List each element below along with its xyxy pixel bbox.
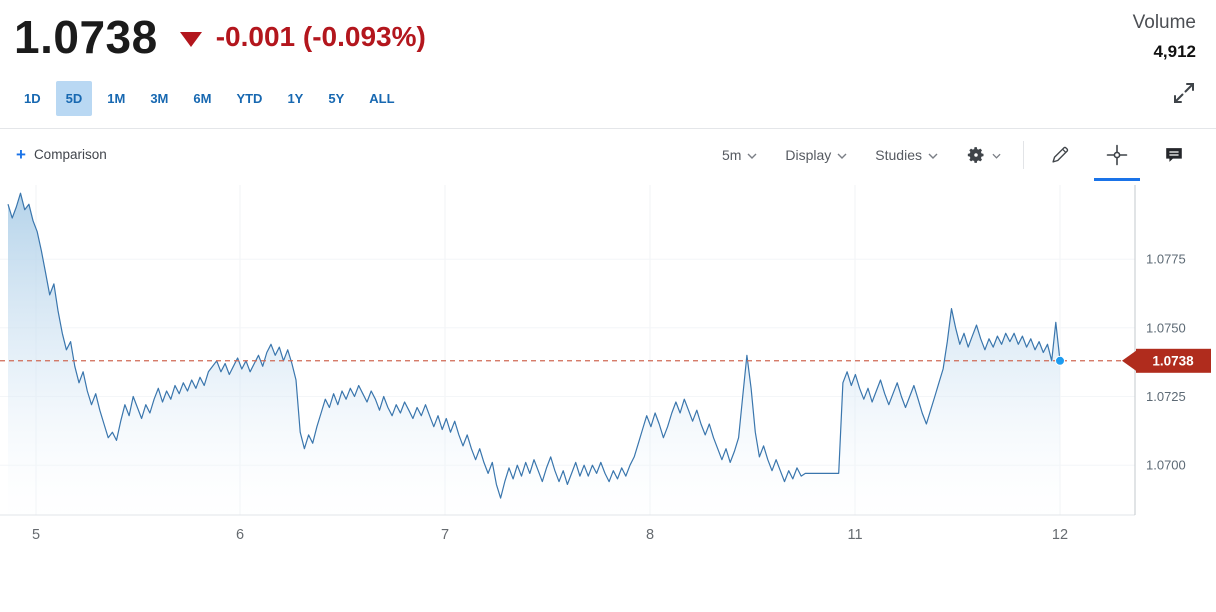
comment-icon — [1166, 147, 1182, 162]
x-axis-label: 6 — [236, 527, 244, 543]
chevron-down-icon — [837, 153, 847, 159]
y-axis-label: 1.0725 — [1146, 389, 1186, 404]
comparison-button[interactable]: + Comparison — [16, 129, 107, 181]
range-tab-6m[interactable]: 6M — [193, 90, 212, 106]
price-change: -0.001 (-0.093%) — [179, 21, 426, 53]
price-area-fill — [8, 192, 1060, 515]
chart-toolbar: + Comparison 5m Display Studies — [0, 127, 1216, 181]
price-line — [7, 192, 1061, 499]
range-tab-5d[interactable]: 5D — [55, 80, 93, 116]
current-price-badge-arrow — [1122, 350, 1136, 371]
volume-value: 4,912 — [1153, 42, 1196, 61]
range-tabs: 1D 5D 1M 3M 6M YTD 1Y 5Y ALL — [14, 80, 405, 116]
gear-icon — [967, 146, 984, 163]
x-axis-label: 12 — [1052, 527, 1068, 543]
chevron-down-icon — [992, 153, 1001, 159]
range-tab-1d[interactable]: 1D — [24, 90, 41, 106]
volume-block: Volume 4,912 — [1133, 12, 1200, 62]
expand-icon[interactable] — [1168, 77, 1200, 114]
display-label: Display — [785, 146, 832, 163]
range-tab-1y[interactable]: 1Y — [287, 90, 304, 106]
chevron-down-icon — [928, 153, 938, 159]
comment-tool-button[interactable] — [1146, 129, 1202, 181]
x-axis-label: 11 — [847, 527, 862, 543]
active-tool-indicator — [1094, 177, 1140, 181]
studies-label: Studies — [875, 146, 922, 163]
down-triangle-icon — [179, 31, 202, 47]
chevron-down-icon — [747, 153, 757, 159]
y-axis-label: 1.0700 — [1146, 457, 1186, 472]
x-axis-label: 5 — [32, 527, 40, 543]
last-price-dot — [1055, 355, 1065, 366]
volume-label: Volume — [1132, 12, 1196, 33]
chart-area: 1.0775 1.0750 1.0725 1.0700 5 6 7 8 11 12 1.0738 — [0, 184, 1216, 562]
plus-icon: + — [16, 144, 26, 164]
toolbar-divider — [1023, 140, 1024, 169]
interval-dropdown[interactable]: 5m — [708, 129, 771, 181]
interval-label: 5m — [721, 146, 742, 163]
y-axis-label: 1.0750 — [1146, 320, 1186, 335]
draw-tool-button[interactable] — [1032, 129, 1088, 181]
crosshair-icon — [1106, 144, 1128, 165]
x-axis-label: 7 — [441, 527, 449, 543]
display-dropdown[interactable]: Display — [771, 129, 861, 181]
settings-dropdown[interactable] — [952, 129, 1015, 181]
price-change-text: -0.001 (-0.093%) — [215, 21, 426, 53]
crosshair-tool-button[interactable] — [1088, 129, 1146, 181]
price-chart-canvas[interactable]: 1.0775 1.0750 1.0725 1.0700 5 6 7 8 11 12 1.0738 — [0, 184, 1216, 557]
last-price: 1.0738 — [14, 11, 158, 63]
current-price-badge-label: 1.0738 — [1152, 353, 1194, 368]
toolbar-right: 5m Display Studies — [708, 129, 1202, 181]
studies-dropdown[interactable]: Studies — [861, 129, 952, 181]
price-block: 1.0738 -0.001 (-0.093%) — [14, 12, 426, 63]
range-row: 1D 5D 1M 3M 6M YTD 1Y 5Y ALL — [0, 80, 1216, 116]
range-tab-5y[interactable]: 5Y — [328, 90, 345, 106]
x-axis-label: 8 — [646, 527, 654, 543]
comparison-label: Comparison — [33, 147, 107, 163]
range-tab-all[interactable]: ALL — [369, 90, 395, 106]
range-tab-3m[interactable]: 3M — [150, 90, 169, 106]
range-tab-ytd[interactable]: YTD — [236, 90, 263, 106]
quote-header: 1.0738 -0.001 (-0.093%) Volume 4,912 — [0, 0, 1216, 63]
current-price-badge — [1136, 348, 1211, 373]
y-axis-label: 1.0775 — [1146, 251, 1186, 266]
range-tab-1m[interactable]: 1M — [107, 90, 126, 106]
pencil-icon — [1052, 146, 1069, 163]
